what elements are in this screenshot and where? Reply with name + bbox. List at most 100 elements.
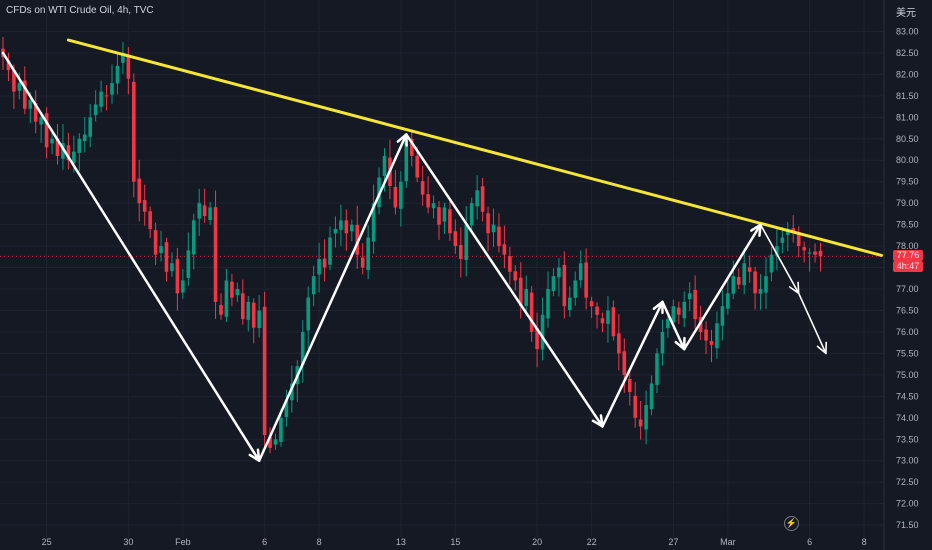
candle [191,213,196,270]
candle [551,268,556,297]
pattern-arrow [661,300,686,351]
candle [110,64,114,104]
candle [475,175,479,220]
candle [442,202,447,234]
candle [241,279,245,325]
pattern-arrow [405,133,604,428]
chart-title: CFDs on WTI Crude Oil, 4h, TVC [6,5,154,16]
x-tick-label: 30 [123,537,133,547]
candle [115,54,120,95]
candle [213,190,218,319]
candle [371,184,376,254]
x-tick-label: 25 [42,537,52,547]
candle [704,321,708,355]
candle [339,204,343,246]
y-tick-label: 75.00 [896,370,919,380]
candle [164,237,169,282]
candle [268,427,272,454]
pattern-arrow [683,223,762,351]
candle [448,199,452,241]
lightning-icon[interactable]: ⚡ [784,516,799,531]
x-tick-label: 13 [396,537,406,547]
candle [573,271,578,306]
candle [617,314,621,371]
candle [644,390,648,445]
candle [600,312,605,333]
candle [758,274,763,310]
candle [780,226,785,253]
x-tick-label: 8 [317,537,322,547]
candle [513,265,518,291]
candle [633,382,637,428]
candle [807,248,812,272]
candle [437,200,441,240]
drawings-layer [1,38,884,462]
candle [518,262,523,319]
candle [393,170,398,215]
x-tick-label: 8 [862,537,867,547]
candle [420,165,425,206]
candle [802,241,806,263]
candle [202,188,207,223]
candle [39,112,43,143]
y-tick-label: 76.00 [896,327,919,337]
candle [142,184,147,226]
x-tick-label: 20 [532,537,542,547]
x-tick-label: 6 [807,537,812,547]
candle [355,205,360,269]
candles-layer [1,36,823,454]
y-tick-label: 72.50 [896,477,919,487]
candle [736,268,741,290]
candle [480,177,485,222]
projection-arrow [797,292,827,355]
candle [529,286,534,342]
candle [55,123,60,165]
candle [568,286,572,317]
candle [655,348,659,394]
candle [132,73,136,198]
candle [99,80,103,113]
candle [497,213,501,253]
candle [148,206,152,239]
x-tick-label: Feb [175,537,191,547]
y-tick-label: 79.50 [896,177,919,187]
candle [693,275,697,329]
candle [584,248,588,310]
y-tick-label: 83.00 [896,26,919,36]
candle [366,225,370,280]
y-tick-label: 73.00 [896,456,919,466]
candle [208,201,212,225]
candle [589,296,594,318]
candle [557,258,561,297]
candle [715,311,719,359]
candle [660,319,665,366]
candle [606,296,610,343]
candle [257,295,261,338]
bar-countdown-label: 4h:47 [893,261,923,273]
candle [459,227,463,278]
y-tick-label: 80.50 [896,134,919,144]
candle [540,297,545,361]
candle [170,252,174,277]
candle [546,271,550,328]
candle [753,266,757,310]
candle [491,208,496,248]
y-tick-label: 82.50 [896,48,919,58]
y-tick-label: 80.00 [896,155,919,165]
y-tick-label: 79.00 [896,198,919,208]
y-tick-label: 74.50 [896,391,919,401]
last-price-label: 77.76 [893,250,923,262]
candle [769,246,774,282]
candle [535,312,539,368]
candle [235,282,240,302]
candle [306,286,310,350]
y-tick-label: 71.50 [896,520,919,530]
candle [93,90,98,122]
candle [333,216,338,248]
candle [322,239,327,282]
candle [181,269,185,299]
candle [230,273,234,307]
y-tick-label: 75.50 [896,348,919,358]
candle [224,268,229,322]
